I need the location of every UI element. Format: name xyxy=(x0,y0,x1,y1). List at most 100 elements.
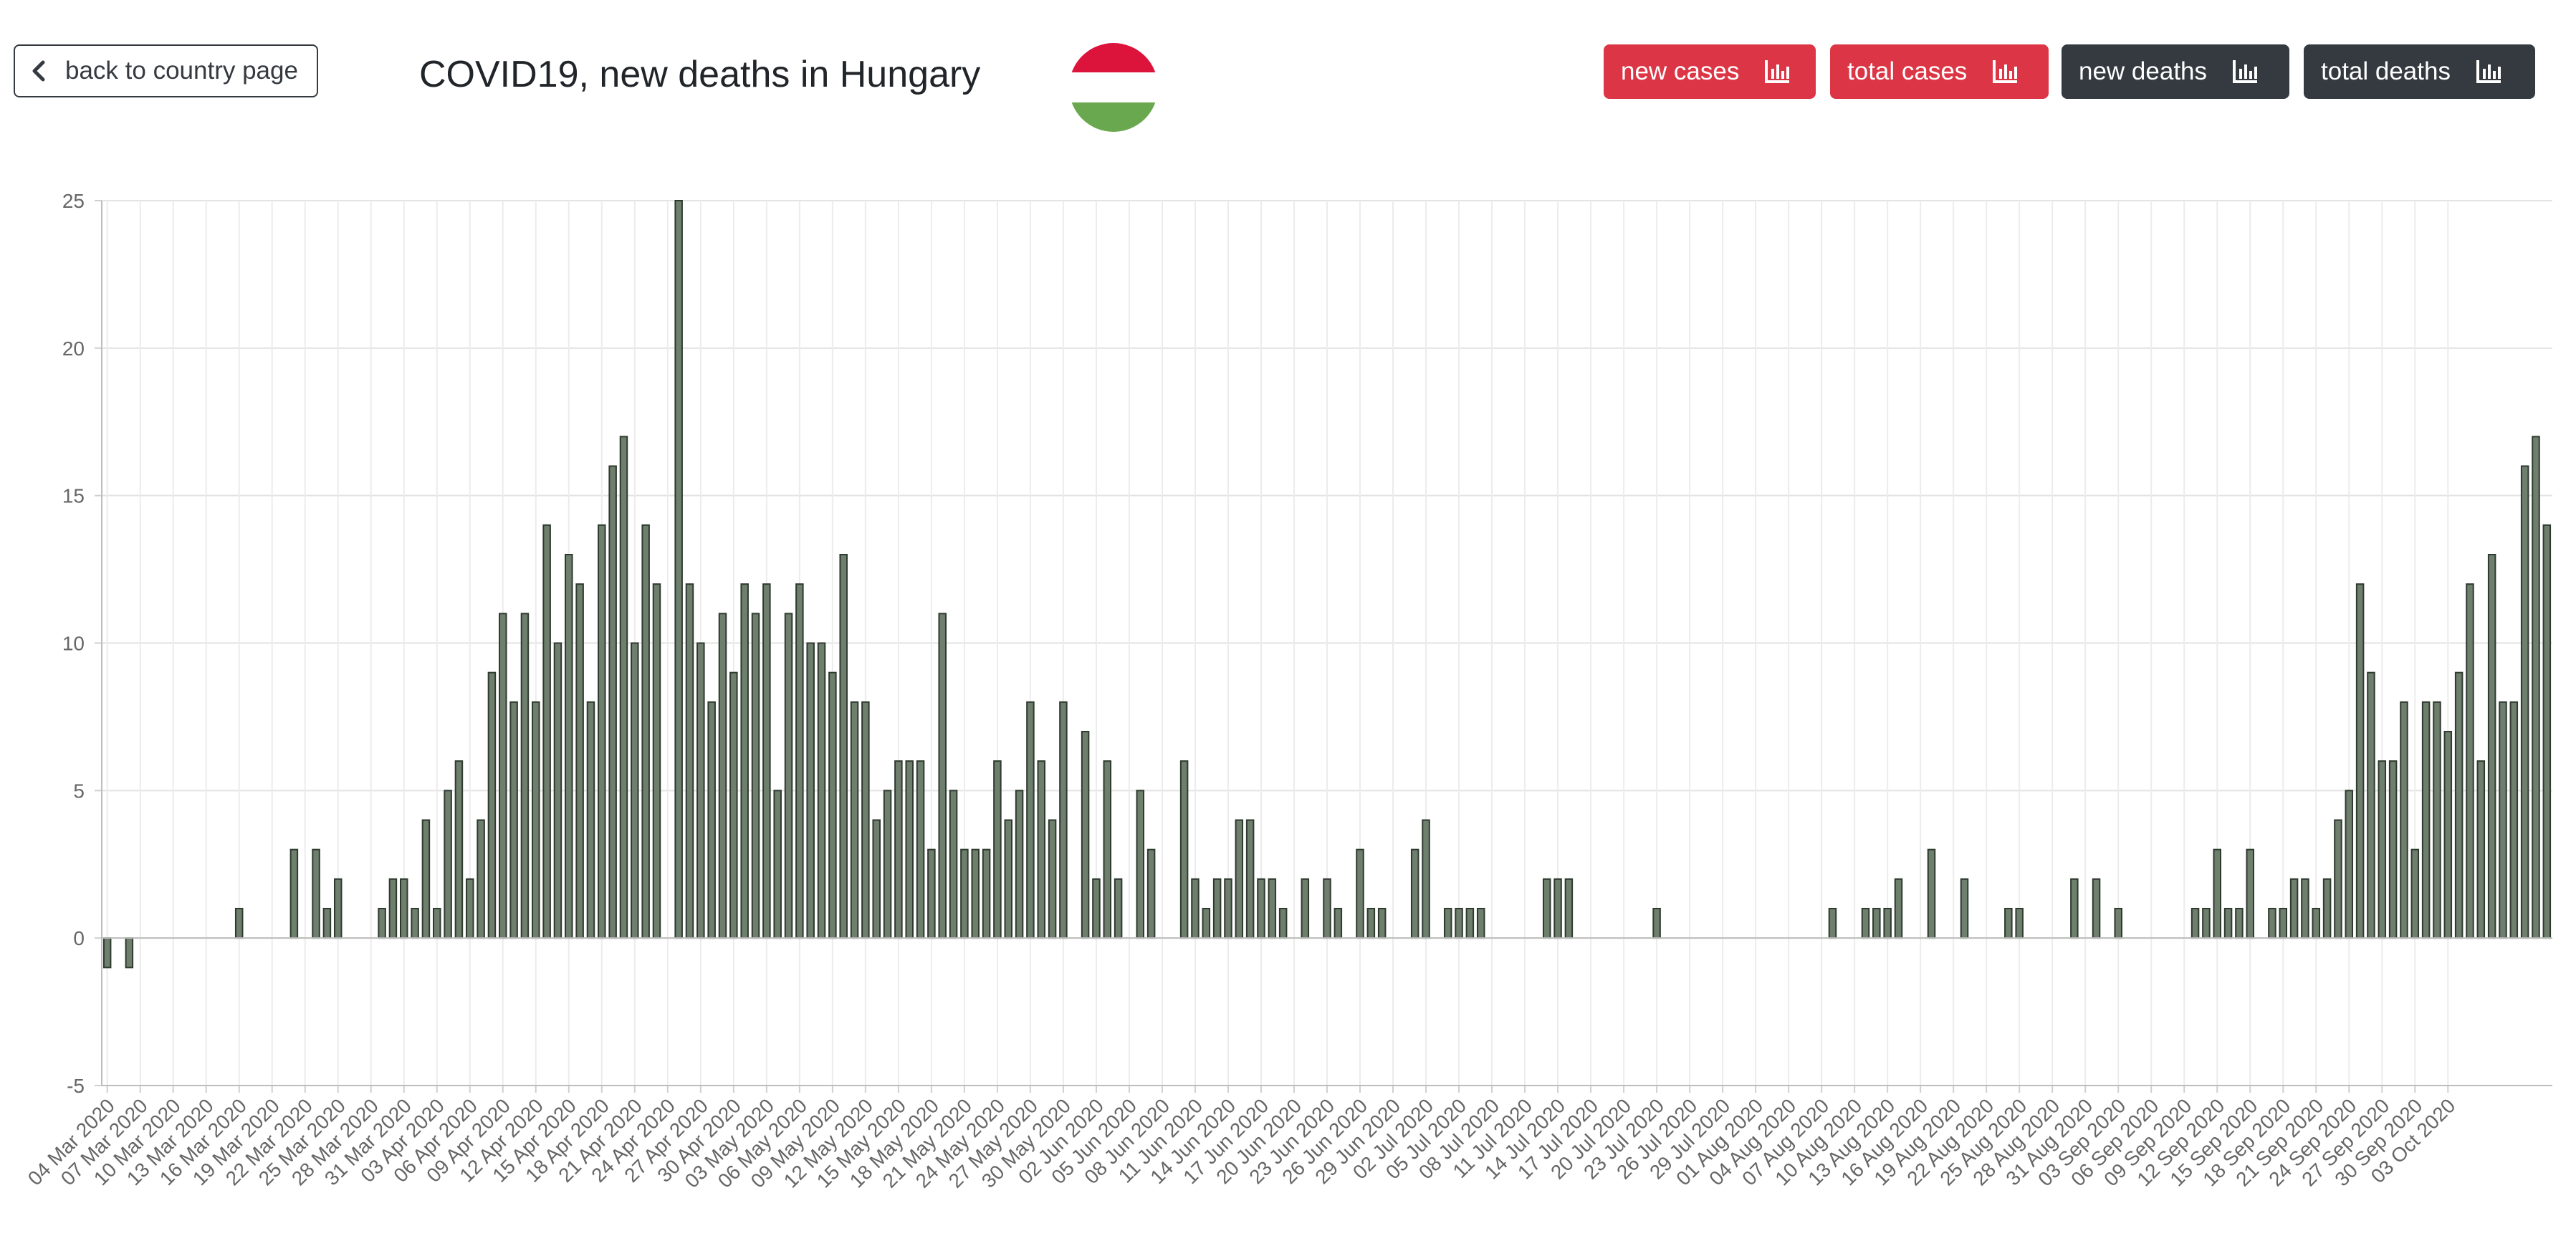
bar xyxy=(1048,819,1057,939)
bar xyxy=(433,908,441,939)
bar xyxy=(2004,908,2013,939)
bar xyxy=(883,790,892,939)
bar xyxy=(553,642,562,939)
bar xyxy=(696,642,705,939)
bar xyxy=(2301,878,2309,939)
back-to-country-button[interactable]: back to country page xyxy=(14,44,318,97)
bar xyxy=(1883,908,1892,939)
total-deaths-button[interactable]: total deaths xyxy=(2304,44,2535,99)
bar xyxy=(1872,908,1881,939)
bar xyxy=(2202,908,2211,939)
y-tick-label: 0 xyxy=(73,927,85,949)
bar xyxy=(2289,878,2299,939)
bar xyxy=(971,848,980,939)
y-tick-label: 5 xyxy=(73,780,85,802)
total-cases-button[interactable]: total cases xyxy=(1830,44,2049,99)
bar xyxy=(2542,524,2552,939)
bar xyxy=(289,848,299,939)
bar xyxy=(575,583,584,939)
bar xyxy=(1179,760,1189,939)
bar xyxy=(784,613,793,939)
bar xyxy=(2400,701,2408,939)
bar-chart-icon xyxy=(2475,57,2504,86)
bar xyxy=(2334,819,2342,939)
bar xyxy=(729,671,738,939)
bar xyxy=(1894,878,1903,939)
bar xyxy=(2092,878,2101,939)
y-axis-tick-labels: -5 0 5 10 15 20 25 xyxy=(62,190,85,1097)
y-tick-label: 25 xyxy=(62,190,85,212)
bar xyxy=(1257,878,1265,939)
bar xyxy=(2443,731,2453,939)
bar xyxy=(2070,878,2079,939)
bar xyxy=(586,701,595,939)
bar xyxy=(1059,701,1068,939)
bar xyxy=(1202,908,1211,939)
bar xyxy=(850,701,859,939)
bar xyxy=(1564,878,1574,939)
bar xyxy=(1960,878,1969,939)
bar xyxy=(1542,878,1551,939)
bar xyxy=(949,790,958,939)
bar xyxy=(2433,701,2441,939)
bar xyxy=(2345,790,2354,939)
bar xyxy=(2520,465,2529,939)
bar xyxy=(378,908,386,939)
bar xyxy=(751,613,760,939)
chevron-left-icon xyxy=(31,60,47,82)
bar xyxy=(1861,908,1870,939)
back-button-label: back to country page xyxy=(65,57,298,85)
bar xyxy=(598,524,606,939)
bar xyxy=(125,937,134,969)
bar xyxy=(1323,878,1331,939)
bar xyxy=(2410,848,2420,939)
bar xyxy=(2532,436,2540,939)
bar xyxy=(1037,760,1046,939)
bar xyxy=(1081,731,1090,939)
bar xyxy=(1004,819,1013,939)
bar xyxy=(565,554,573,939)
bar xyxy=(1366,908,1376,939)
bar xyxy=(2322,878,2332,939)
bar xyxy=(1455,908,1463,939)
bar xyxy=(2114,908,2122,939)
bar xyxy=(1553,878,1562,939)
new-cases-button[interactable]: new cases xyxy=(1604,44,1816,99)
bar xyxy=(1422,819,1430,939)
bar xyxy=(2355,583,2365,939)
bar xyxy=(520,613,530,939)
bar xyxy=(641,524,650,939)
bar xyxy=(685,583,694,939)
bar xyxy=(916,760,925,939)
bar xyxy=(762,583,771,939)
bar xyxy=(1356,848,1364,939)
bar xyxy=(1103,760,1112,939)
total-deaths-label: total deaths xyxy=(2321,57,2451,85)
bar xyxy=(2213,848,2221,939)
bar xyxy=(631,642,639,939)
bar xyxy=(1465,908,1475,939)
bar xyxy=(1235,819,1244,939)
bar xyxy=(1146,848,1156,939)
bar xyxy=(707,701,716,939)
y-tick-label: 10 xyxy=(62,633,85,655)
bar xyxy=(1191,878,1200,939)
bar xyxy=(466,878,474,939)
bar xyxy=(444,790,452,939)
bar xyxy=(2454,671,2464,939)
bar xyxy=(421,819,431,939)
bar xyxy=(234,908,244,939)
page-title: COVID19, new deaths in Hungary xyxy=(419,54,981,95)
total-cases-label: total cases xyxy=(1847,57,1968,85)
bar xyxy=(1828,908,1837,939)
new-deaths-button[interactable]: new deaths xyxy=(2062,44,2289,99)
bar xyxy=(2235,908,2244,939)
bar xyxy=(828,671,837,939)
bar xyxy=(2190,908,2200,939)
bar xyxy=(740,583,749,939)
bar xyxy=(399,878,408,939)
bar xyxy=(499,613,507,939)
bar xyxy=(2466,583,2474,939)
bar xyxy=(2223,908,2233,939)
